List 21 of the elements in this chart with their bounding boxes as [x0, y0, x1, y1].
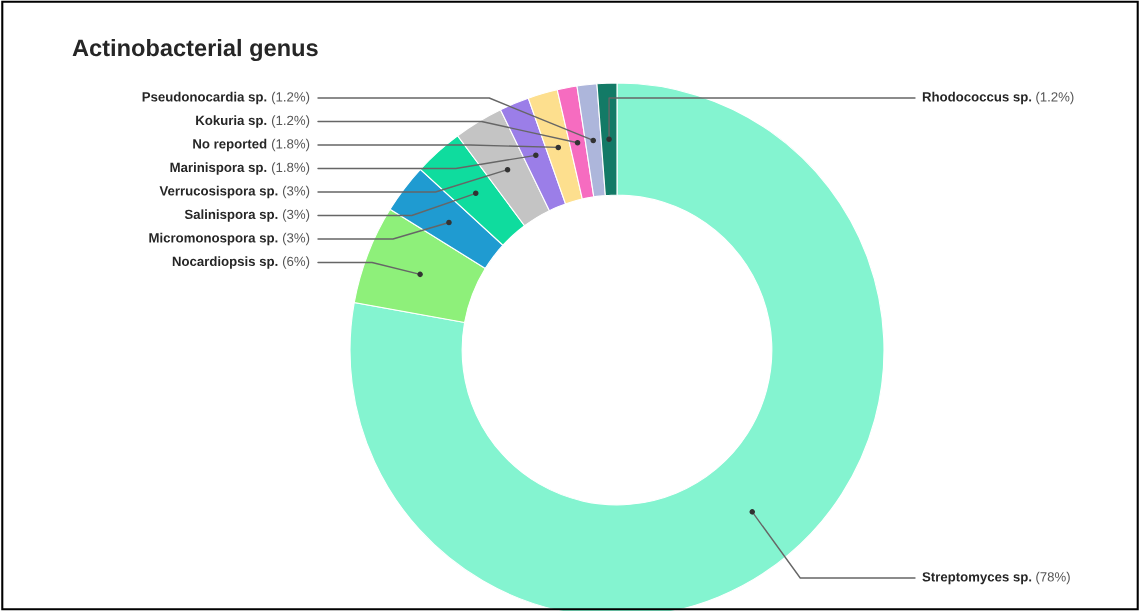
chart-title: Actinobacterial genus: [72, 38, 318, 62]
slice-label: Pseudonocardia sp.: [142, 91, 267, 105]
data-label: (1.2%): [1036, 91, 1074, 105]
slice-label: Micromonospora sp.: [149, 232, 278, 246]
slice-label: Nocardiopsis sp.: [172, 256, 278, 269]
data-label: (3%): [282, 232, 310, 246]
slice-label: Marinispora sp.: [170, 162, 267, 175]
data-label: (3%): [282, 185, 310, 199]
data-label: (1.8%): [271, 138, 310, 152]
data-label: (3%): [282, 209, 310, 222]
data-label: (6%): [282, 256, 310, 269]
data-label: (1.8%): [271, 162, 310, 175]
data-label: (1.2%): [271, 91, 310, 105]
slice-label: Verrucosispora sp.: [159, 185, 278, 199]
slice-label: Kokuria sp.: [196, 115, 267, 128]
slice-label: Salinispora sp.: [184, 209, 278, 222]
data-label: (78%): [1036, 571, 1070, 585]
data-label: (1.2%): [271, 115, 310, 128]
slice-label: No reported: [193, 138, 267, 152]
slice-label: Streptomyces sp.: [922, 572, 1032, 585]
slice-label: Rhodococcus sp.: [922, 91, 1032, 105]
